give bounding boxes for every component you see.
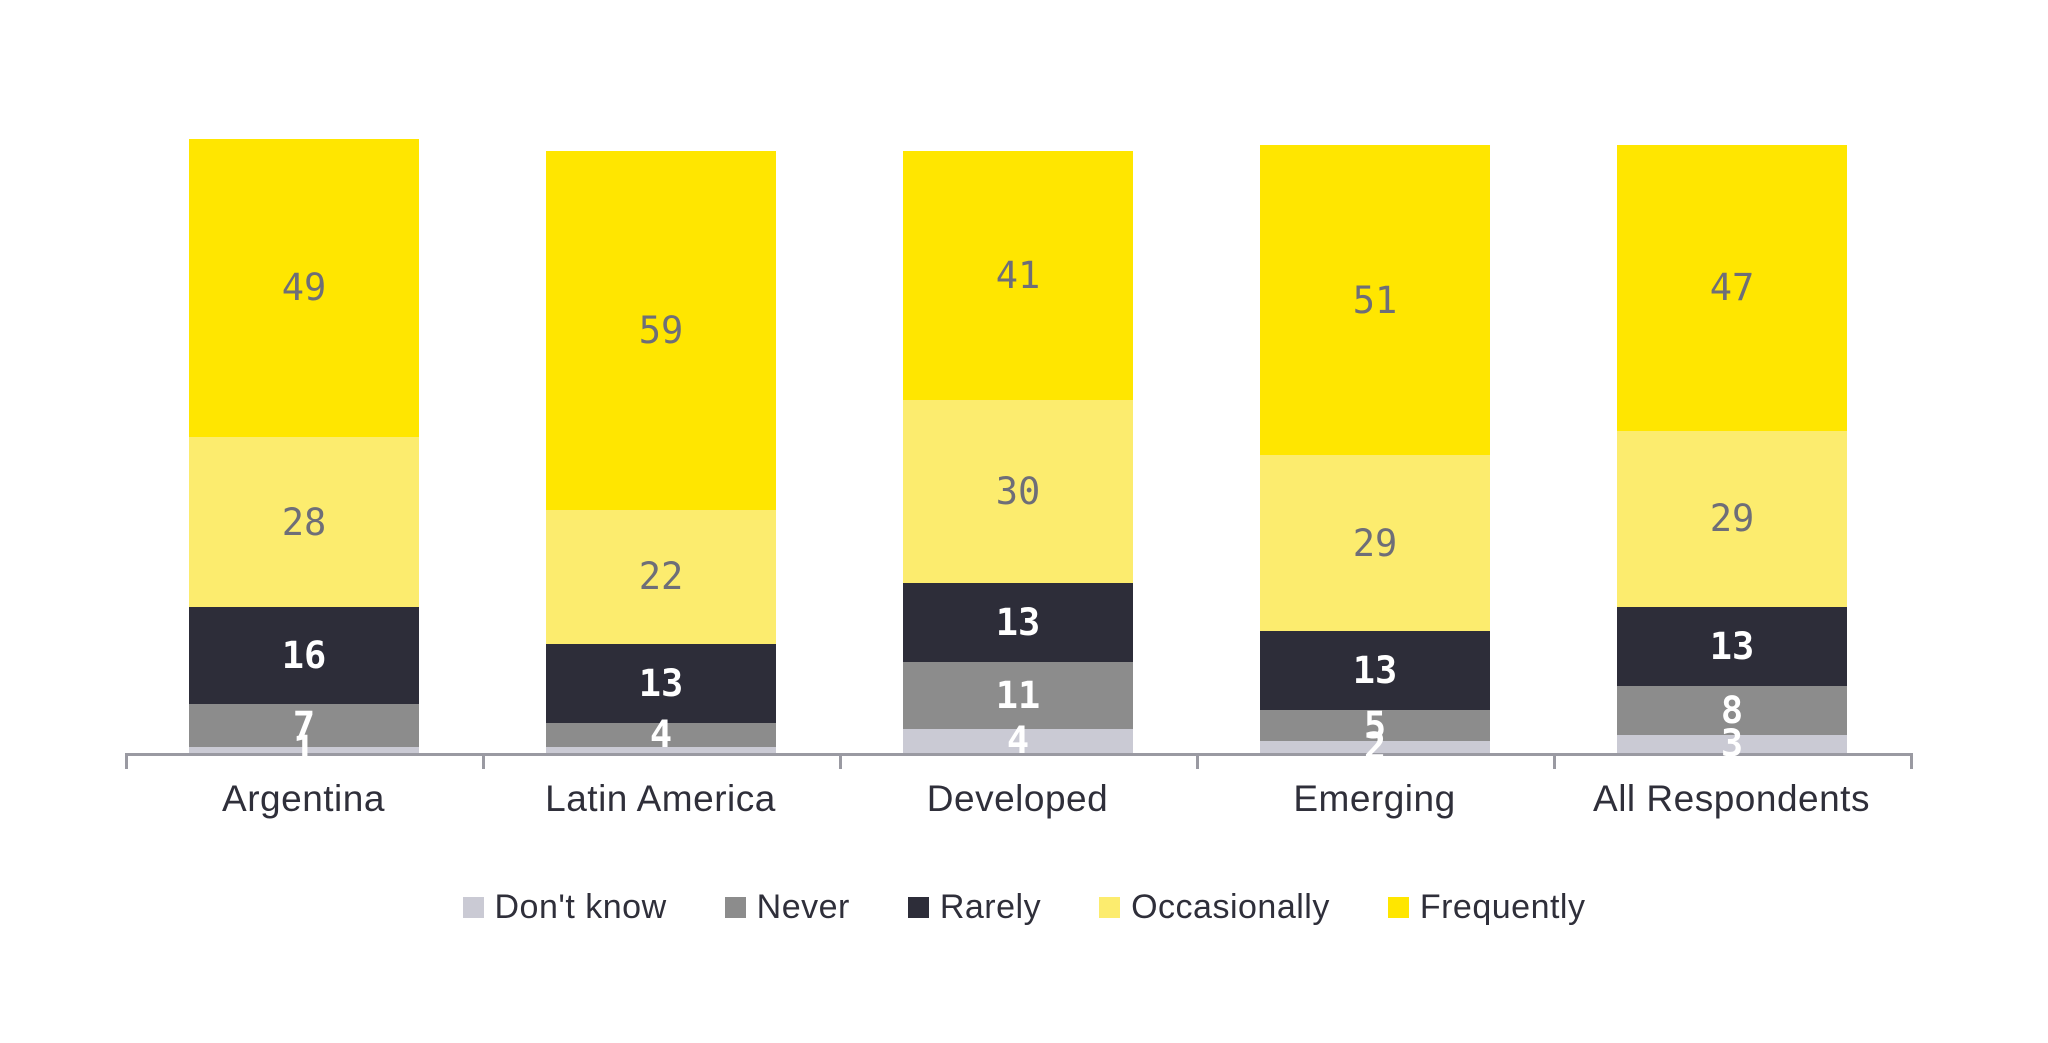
segment-value-label: 16 [281, 634, 327, 678]
axis-tick [839, 753, 842, 769]
legend-label: Never [756, 888, 850, 926]
segment-value-label: 7 [292, 704, 316, 748]
segment-value-label: 41 [995, 254, 1041, 298]
segment-rarely: 13 [1260, 631, 1490, 711]
segment-value-label: 13 [638, 661, 684, 705]
segment-value-label: 11 [995, 673, 1041, 717]
segment-frequently: 51 [1260, 145, 1490, 456]
segment-value-label: 51 [1352, 278, 1398, 322]
segment-value-label: 4 [1006, 719, 1030, 763]
legend-swatch-icon [462, 897, 484, 918]
legend-item-don-t-know: Don't know [462, 888, 667, 927]
segment-value-label: 22 [638, 555, 684, 599]
bar-argentina: 1 7 16 28 49 [189, 139, 419, 772]
segment-value-label: 29 [1352, 521, 1398, 565]
segment-frequently: 47 [1617, 145, 1847, 431]
segment-occasionally: 29 [1617, 430, 1847, 608]
bar-all-respondents: 3 8 13 29 47 [1617, 145, 1847, 766]
segment-value-label: 1 [292, 728, 316, 772]
legend-item-rarely: Rarely [907, 888, 1042, 927]
segment-frequently: 49 [189, 139, 419, 437]
segment-don-t-know: 4 [903, 719, 1133, 763]
bar-developed: 4 11 13 30 41 [903, 151, 1133, 763]
segment-rarely: 13 [546, 643, 776, 723]
category-label-argentina: Argentina [222, 778, 385, 819]
legend-swatch-icon [907, 897, 929, 918]
segment-value-label: 59 [638, 308, 684, 352]
segment-don-t-know [546, 746, 776, 753]
segment-occasionally: 29 [1260, 455, 1490, 632]
segment-value-label: 3 [1720, 722, 1744, 766]
category-label-all-respondents: All Respondents [1593, 778, 1870, 819]
category-label-emerging: Emerging [1293, 778, 1456, 819]
axis-tick [1553, 753, 1556, 769]
legend-swatch-icon [724, 897, 746, 918]
segment-occasionally: 28 [189, 436, 419, 608]
segment-never: 11 [903, 661, 1133, 729]
segment-value-label: 5 [1363, 704, 1387, 748]
segment-value-label: 8 [1720, 688, 1744, 732]
segment-value-label: 29 [1709, 497, 1755, 541]
segment-never: 5 [1260, 704, 1490, 748]
axis-tick [1910, 753, 1913, 769]
bar-latin-america: 4 13 22 59 [546, 151, 776, 757]
legend: Don't know Never Rarely Occasionally Frequen… [0, 888, 2048, 927]
axis-tick [125, 753, 128, 769]
legend-swatch-icon [1387, 897, 1409, 918]
segment-value-label: 28 [281, 500, 327, 544]
x-axis-line [125, 753, 1910, 756]
segment-frequently: 59 [546, 151, 776, 510]
legend-item-never: Never [724, 888, 850, 927]
segment-value-label: 13 [1352, 649, 1398, 693]
segment-rarely: 16 [189, 607, 419, 705]
segment-value-label: 13 [1709, 625, 1755, 669]
segment-occasionally: 22 [546, 509, 776, 644]
segment-never: 4 [546, 713, 776, 757]
segment-rarely: 13 [1617, 607, 1847, 687]
legend-item-occasionally: Occasionally [1099, 888, 1330, 927]
segment-never: 7 [189, 704, 419, 747]
legend-label: Rarely [939, 888, 1042, 926]
segment-don-t-know: 1 [189, 728, 419, 772]
segment-occasionally: 30 [903, 400, 1133, 583]
segment-value-label: 13 [995, 600, 1041, 644]
legend-label: Don't know [494, 888, 667, 926]
legend-swatch-icon [1099, 897, 1121, 918]
category-label-developed: Developed [926, 778, 1109, 819]
legend-label: Occasionally [1131, 888, 1330, 926]
segment-never: 8 [1617, 686, 1847, 735]
category-label-latin-america: Latin America [545, 778, 776, 819]
segment-value-label: 4 [649, 713, 673, 757]
legend-label: Frequently [1419, 888, 1586, 926]
segment-value-label: 47 [1709, 266, 1755, 310]
segment-rarely: 13 [903, 582, 1133, 662]
legend-item-frequently: Frequently [1387, 888, 1586, 927]
segment-value-label: 49 [281, 266, 327, 310]
bar-emerging: 2 5 13 29 51 [1260, 145, 1490, 766]
segment-don-t-know: 3 [1617, 722, 1847, 766]
axis-tick [482, 753, 485, 769]
axis-tick [1196, 753, 1199, 769]
segment-value-label: 30 [995, 470, 1041, 514]
segment-frequently: 41 [903, 151, 1133, 401]
